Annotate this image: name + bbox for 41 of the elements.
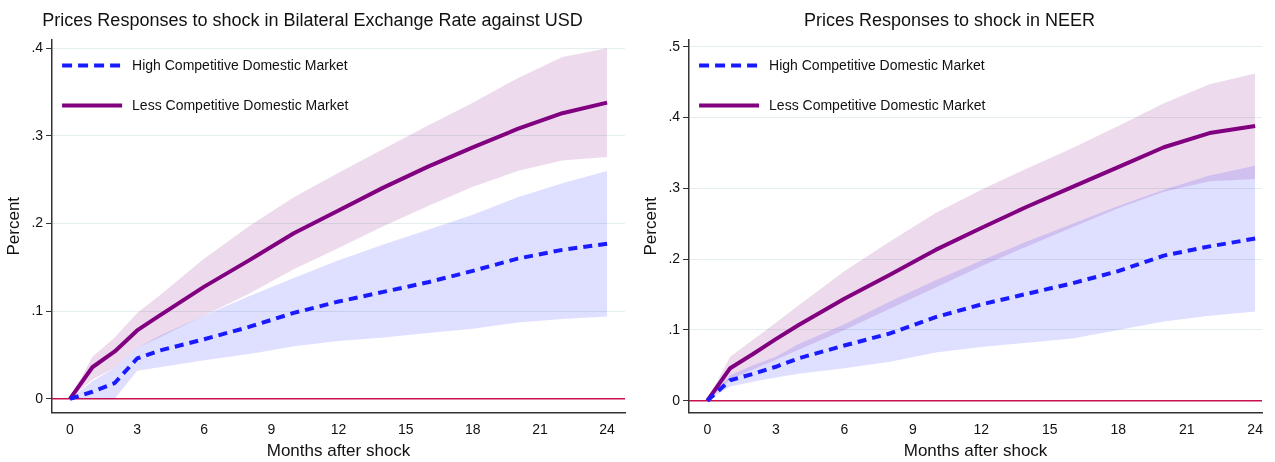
y-tick-label: 0	[35, 389, 44, 406]
x-tick-label: 9	[908, 421, 917, 438]
x-tick-label: 24	[599, 421, 616, 438]
x-tick-label: 6	[200, 421, 209, 438]
x-tick-label: 21	[532, 421, 548, 438]
x-tick-label: 3	[133, 421, 142, 438]
x-tick-label: 0	[703, 421, 712, 438]
x-tick-label: 3	[771, 421, 780, 438]
x-tick-label: 21	[1178, 421, 1195, 438]
y-tick-label: .1	[668, 320, 681, 337]
y-tick-label: .2	[31, 214, 44, 231]
y-tick-label: .4	[31, 39, 44, 56]
x-tick-label: 15	[397, 421, 414, 438]
legend-label: Less Competitive Domestic Market	[769, 97, 986, 114]
y-tick-label: .4	[668, 108, 681, 125]
legend-label: Less Competitive Domestic Market	[132, 97, 349, 114]
legend-label: High Competitive Domestic Market	[132, 57, 348, 74]
x-tick-label: 0	[66, 421, 75, 438]
x-tick-label: 15	[1041, 421, 1058, 438]
x-tick-label: 24	[1247, 421, 1264, 438]
x-tick-label: 12	[973, 421, 990, 438]
chart-title: Prices Responses to shock in Bilateral Exchange Rate against USD	[42, 9, 583, 30]
y-tick-label: .3	[668, 179, 681, 196]
x-axis-title: Months after shock	[903, 441, 1048, 461]
y-axis-title: Percent	[640, 196, 660, 256]
y-tick-label: 0	[672, 391, 681, 408]
legend-label: High Competitive Domestic Market	[769, 57, 985, 74]
y-tick-label: .3	[31, 126, 44, 143]
y-tick-label: .5	[668, 37, 681, 54]
x-tick-label: 6	[840, 421, 849, 438]
x-tick-label: 9	[267, 421, 276, 438]
x-axis-title: Months after shock	[266, 441, 411, 461]
line-series	[67, 241, 610, 401]
x-tick-label: 18	[1110, 421, 1127, 438]
chart-title: Prices Responses to shock in NEER	[803, 9, 1096, 30]
line-series	[705, 236, 1258, 403]
x-tick-label: 12	[330, 421, 347, 438]
x-tick-label: 18	[465, 421, 481, 438]
y-axis-title: Percent	[3, 196, 23, 256]
y-tick-label: .2	[668, 249, 681, 266]
y-tick-label: .1	[31, 302, 44, 319]
